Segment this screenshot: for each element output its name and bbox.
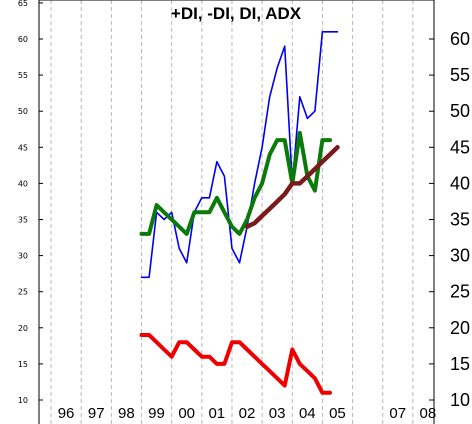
left-tick-label: 25	[18, 288, 28, 297]
x-tick-label: 05	[329, 405, 346, 422]
left-tick-label: 40	[18, 179, 28, 188]
left-tick-label: 15	[18, 360, 28, 369]
right-tick-label: 50	[450, 101, 470, 121]
minus-di-line	[139, 333, 332, 395]
right-tick-label: 25	[450, 282, 470, 302]
left-tick-label: 60	[18, 35, 28, 44]
left-tick-label: 20	[18, 324, 28, 333]
left-tick-label: 30	[18, 252, 28, 261]
x-axis: 96 97 98 99 00 01 02 03 04 05 07 08	[58, 405, 437, 422]
chart-title: +DI, -DI, DI, ADX	[171, 4, 302, 23]
x-tick-label: 00	[178, 405, 195, 422]
x-tick-label: 07	[389, 405, 406, 422]
x-tick-label: 01	[208, 405, 225, 422]
x-tick-label: 04	[299, 405, 316, 422]
plot-frame	[38, 0, 435, 424]
dx-line	[139, 130, 332, 236]
left-tick-label: 35	[18, 216, 28, 225]
x-tick-label: 99	[148, 405, 165, 422]
right-tick-label: 30	[450, 246, 470, 266]
right-tick-label: 55	[450, 65, 470, 85]
left-tick-label: 45	[18, 143, 28, 152]
right-tick-label: 20	[450, 318, 470, 338]
left-tick-label: 55	[18, 71, 28, 80]
right-tick-label: 40	[450, 173, 470, 193]
x-tick-label: 03	[269, 405, 286, 422]
x-tick-label: 97	[88, 405, 105, 422]
x-tick-label: 98	[118, 405, 135, 422]
x-tick-label: 02	[239, 405, 256, 422]
left-tick-label: 65	[18, 0, 28, 8]
series-lines	[139, 30, 340, 395]
left-tick-label: 50	[18, 107, 28, 116]
left-tick-label: 10	[18, 396, 28, 405]
adx-line	[244, 145, 340, 229]
right-y-axis: 10 15 20 25 30 35 40 45 50 55 60	[429, 29, 470, 410]
right-tick-label: 45	[450, 137, 470, 157]
left-y-axis: 10 15 20 25 30 35 40 45 50 55 60 65	[18, 0, 43, 405]
x-tick-label: 08	[420, 405, 437, 422]
right-tick-label: 35	[450, 210, 470, 230]
right-tick-label: 15	[450, 354, 470, 374]
right-tick-label: 10	[450, 390, 470, 410]
plus-di-line	[140, 30, 339, 279]
right-tick-label: 60	[450, 29, 470, 49]
x-tick-label: 96	[58, 405, 75, 422]
vertical-gridlines	[50, 0, 414, 424]
